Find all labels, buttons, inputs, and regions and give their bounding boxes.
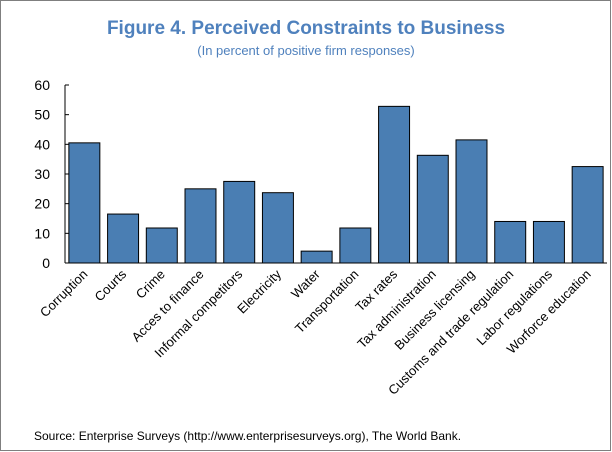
bar <box>378 105 411 264</box>
x-tick-label: Water <box>288 266 323 301</box>
bar <box>184 188 217 264</box>
bar <box>68 142 101 264</box>
bar <box>223 180 256 264</box>
chart-title: Figure 4. Perceived Constraints to Busin… <box>106 18 506 39</box>
bars <box>68 105 604 264</box>
chart-subtitle: (In percent of positive firm responses) <box>197 43 415 58</box>
y-tick-label: 40 <box>34 136 50 152</box>
x-tick-label: Crime <box>133 267 168 302</box>
bar <box>107 213 140 264</box>
x-tick-label: Corruption <box>37 267 91 321</box>
y-tick-label: 50 <box>34 107 50 123</box>
bar <box>339 227 372 264</box>
bar <box>145 227 178 264</box>
y-tick-labels: 0 10 20 30 40 50 60 <box>34 77 50 271</box>
bar <box>571 166 604 264</box>
bar <box>300 250 333 264</box>
y-tick-label: 10 <box>34 225 50 241</box>
bar <box>416 154 449 264</box>
source-note: Source: Enterprise Surveys (http://www.e… <box>34 429 462 443</box>
y-tick-label: 60 <box>34 77 50 93</box>
x-tick-label: Courts <box>92 266 130 304</box>
bar <box>455 139 488 264</box>
y-tick-label: 30 <box>34 166 50 182</box>
bar <box>261 192 294 264</box>
bar <box>532 220 565 264</box>
y-tick-label: 0 <box>42 255 50 271</box>
bar <box>494 220 527 264</box>
y-tick-label: 20 <box>34 196 50 212</box>
